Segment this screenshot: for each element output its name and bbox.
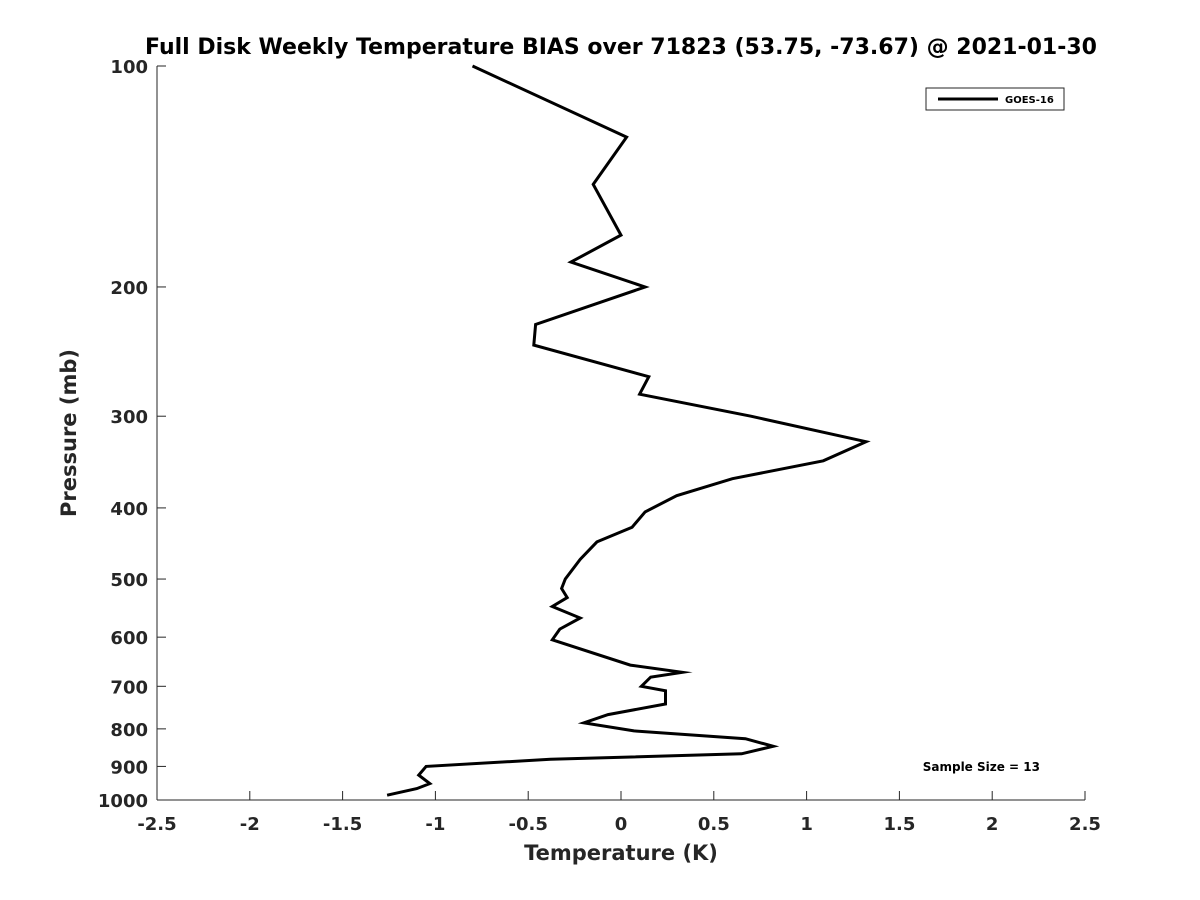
x-axis-label: Temperature (K) bbox=[524, 841, 718, 865]
y-tick-label: 600 bbox=[110, 628, 148, 649]
x-tick-label: -1.5 bbox=[323, 814, 362, 835]
y-tick-label: 500 bbox=[110, 570, 148, 591]
y-tick-label: 900 bbox=[110, 757, 148, 778]
y-tick-label: 700 bbox=[110, 677, 148, 698]
x-tick-label: 2.5 bbox=[1069, 814, 1101, 835]
chart-title: Full Disk Weekly Temperature BIAS over 7… bbox=[145, 35, 1097, 60]
x-tick-label: 0 bbox=[615, 814, 628, 835]
x-tick-label: -1 bbox=[425, 814, 445, 835]
x-tick-label: -2.5 bbox=[137, 814, 176, 835]
y-tick-label: 1000 bbox=[98, 791, 148, 812]
legend: GOES-16 bbox=[925, 87, 1065, 111]
y-axis-label: Pressure (mb) bbox=[57, 349, 81, 517]
y-tick-label: 300 bbox=[110, 407, 148, 428]
y-tick-label: 400 bbox=[110, 499, 148, 520]
series-line bbox=[386, 64, 871, 797]
legend-label: GOES-16 bbox=[1005, 95, 1054, 106]
series-layer bbox=[386, 64, 871, 797]
x-tick-label: 2 bbox=[986, 814, 999, 835]
y-tick-label: 200 bbox=[110, 278, 148, 299]
y-tick-label: 100 bbox=[110, 57, 148, 78]
axes bbox=[156, 66, 1085, 801]
x-tick-label: -0.5 bbox=[509, 814, 548, 835]
y-tick-label: 800 bbox=[110, 720, 148, 741]
x-tick-label: -2 bbox=[240, 814, 260, 835]
ticks: -2.5 -2 -1.5 -1 -0.5 0 0.5 1 1.5 2 2.5 100 200 300 400… bbox=[98, 57, 1101, 835]
x-tick-label: 0.5 bbox=[698, 814, 730, 835]
x-tick-label: 1 bbox=[800, 814, 813, 835]
x-tick-label: 1.5 bbox=[883, 814, 915, 835]
sample-size-annotation: Sample Size = 13 bbox=[923, 760, 1040, 774]
